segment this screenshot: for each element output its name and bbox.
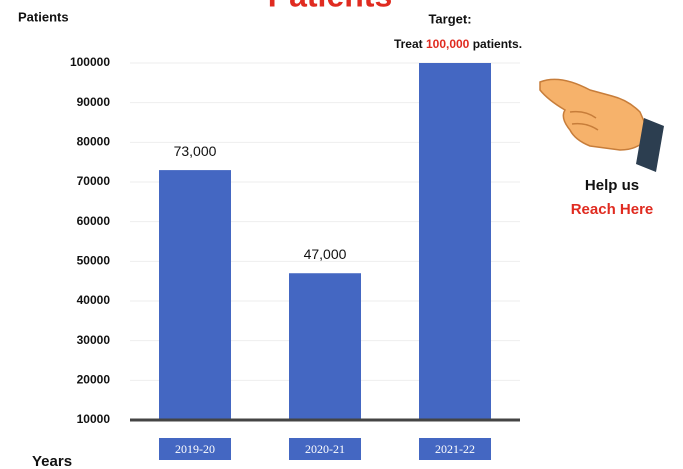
y-tick-label: 70000 bbox=[77, 174, 111, 188]
pointing-hand bbox=[539, 78, 664, 172]
y-tick-label: 80000 bbox=[77, 135, 111, 149]
x-tick-label: 2019-20 bbox=[175, 442, 215, 456]
help-line2: Reach Here bbox=[571, 201, 654, 218]
bar bbox=[419, 63, 491, 420]
bar bbox=[289, 273, 361, 420]
category-box bbox=[289, 438, 361, 460]
x-tick-label: 2020-21 bbox=[305, 442, 345, 456]
target-text: Treat 100,000 patients. bbox=[394, 37, 522, 51]
y-tick-label: 30000 bbox=[77, 333, 111, 347]
y-tick-label: 60000 bbox=[77, 214, 111, 228]
y-tick-label: 50000 bbox=[77, 254, 111, 268]
y-tick-label: 90000 bbox=[77, 95, 111, 109]
category-box bbox=[419, 438, 491, 460]
target-highlight: 100,000 bbox=[426, 37, 470, 51]
chart-title: Patients bbox=[268, 0, 392, 13]
category-box bbox=[159, 438, 231, 460]
target-title: Target: bbox=[428, 11, 471, 26]
y-tick-label: 100000 bbox=[70, 55, 110, 69]
target-pre: Treat bbox=[394, 37, 423, 51]
help-line1: Help us bbox=[585, 177, 639, 194]
value-label: 47,000 bbox=[304, 246, 347, 262]
value-label: 73,000 bbox=[174, 143, 217, 159]
x-tick-label: 2021-22 bbox=[435, 442, 475, 456]
bar bbox=[159, 170, 231, 420]
target-post: patients. bbox=[473, 37, 522, 51]
y-tick-label: 40000 bbox=[77, 293, 111, 307]
x-axis-label: Years bbox=[32, 453, 72, 469]
y-tick-label: 10000 bbox=[77, 412, 111, 426]
y-tick-label: 20000 bbox=[77, 373, 111, 387]
y-axis-label: Patients bbox=[18, 9, 69, 24]
